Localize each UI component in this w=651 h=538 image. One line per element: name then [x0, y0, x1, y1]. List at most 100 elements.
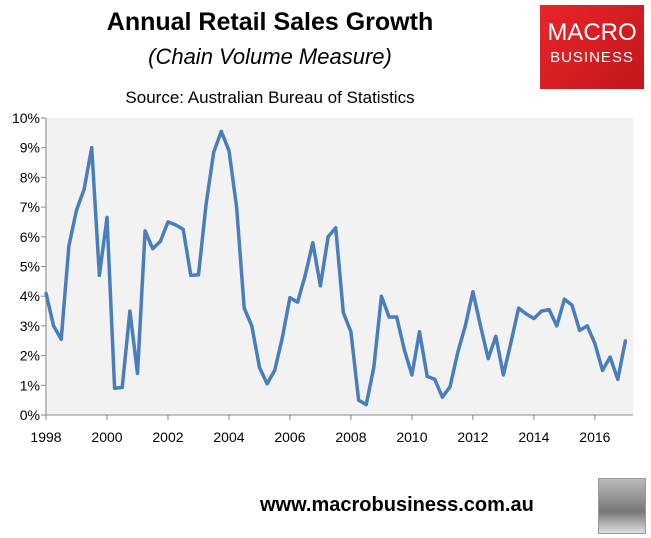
data-point: [67, 244, 71, 248]
data-point: [448, 385, 452, 389]
wolf-logo-image: [598, 478, 646, 534]
macrobusiness-logo: MACRO BUSINESS: [540, 5, 644, 89]
data-point: [74, 208, 79, 212]
x-tick-label: 2010: [396, 429, 427, 445]
chart-source: Source: Australian Bureau of Statistics: [125, 88, 415, 107]
x-tick-label: 2008: [335, 429, 366, 445]
y-tick-label: 5%: [20, 259, 40, 275]
data-point: [113, 386, 117, 390]
data-point: [318, 284, 323, 288]
data-point: [257, 365, 262, 370]
x-tick-label: 1998: [30, 429, 61, 445]
data-point: [288, 296, 292, 300]
y-tick-label: 8%: [20, 169, 40, 185]
data-point: [524, 312, 528, 316]
data-point: [517, 306, 521, 310]
data-point: [395, 315, 399, 319]
chart-title: Annual Retail Sales Growth: [106, 8, 434, 36]
data-point: [440, 395, 445, 399]
data-point: [135, 371, 140, 376]
data-point: [151, 247, 155, 251]
data-point: [532, 316, 536, 321]
data-point: [387, 315, 391, 319]
data-point: [471, 290, 475, 294]
x-tick-label: 2002: [152, 429, 183, 445]
y-tick-label: 3%: [20, 318, 40, 334]
data-point: [616, 377, 620, 381]
data-point: [303, 273, 307, 278]
data-point: [501, 373, 506, 377]
data-point: [341, 310, 345, 315]
data-point: [547, 307, 551, 312]
y-tick-label: 7%: [20, 199, 40, 215]
data-point: [90, 146, 94, 150]
data-point: [189, 273, 193, 278]
x-tick-label: 2004: [213, 429, 244, 445]
data-point: [196, 273, 201, 277]
data-point: [562, 297, 566, 301]
y-tick-label: 6%: [20, 229, 40, 245]
data-point: [250, 324, 254, 328]
data-point: [219, 129, 223, 133]
data-point: [379, 294, 384, 298]
data-point: [44, 291, 48, 295]
data-point: [570, 303, 574, 307]
data-point: [295, 300, 300, 304]
data-point: [128, 309, 132, 313]
data-point: [349, 330, 353, 334]
data-point: [311, 241, 315, 245]
data-point: [402, 348, 406, 352]
data-point: [600, 368, 605, 373]
data-point: [608, 355, 612, 359]
data-point: [463, 324, 467, 328]
y-tick-label: 0%: [20, 407, 40, 423]
y-tick-label: 10%: [12, 110, 40, 126]
data-point: [585, 324, 589, 328]
y-tick-label: 9%: [20, 140, 40, 156]
data-point: [97, 273, 101, 278]
x-tick-label: 2000: [91, 429, 122, 445]
data-point: [410, 373, 414, 377]
data-point: [593, 342, 597, 346]
data-point: [273, 368, 277, 373]
x-tick-label: 2014: [518, 429, 549, 445]
x-tick-label: 2012: [457, 429, 488, 445]
data-point: [509, 340, 513, 344]
chart-subtitle: (Chain Volume Measure): [148, 44, 392, 69]
data-point: [417, 330, 422, 334]
data-point: [82, 187, 86, 191]
data-point: [578, 328, 582, 332]
y-tick-label: 1%: [20, 377, 40, 393]
data-point: [364, 403, 368, 407]
data-point: [181, 227, 185, 231]
data-point: [280, 336, 284, 340]
data-point: [623, 339, 627, 343]
data-point: [105, 215, 109, 220]
data-point: [456, 351, 460, 355]
data-point: [212, 150, 216, 154]
y-tick-label: 2%: [20, 348, 40, 364]
data-point: [356, 398, 361, 402]
data-point: [265, 382, 269, 386]
x-tick-label: 2016: [579, 429, 610, 445]
data-point: [59, 337, 63, 341]
y-tick-label: 4%: [20, 288, 40, 304]
data-point: [326, 235, 330, 239]
logo-line2: BUSINESS: [550, 49, 634, 66]
logo-line1: MACRO: [547, 19, 637, 46]
data-point: [234, 205, 239, 209]
x-tick-label: 2006: [274, 429, 305, 445]
data-point: [166, 220, 170, 224]
data-point: [120, 385, 124, 389]
data-point: [158, 239, 162, 243]
data-point: [204, 202, 208, 206]
data-point: [143, 229, 147, 233]
data-point: [242, 306, 246, 310]
data-point: [425, 374, 429, 378]
data-point: [433, 377, 437, 381]
data-point: [334, 226, 338, 230]
data-point: [227, 149, 231, 153]
data-point: [494, 334, 498, 338]
